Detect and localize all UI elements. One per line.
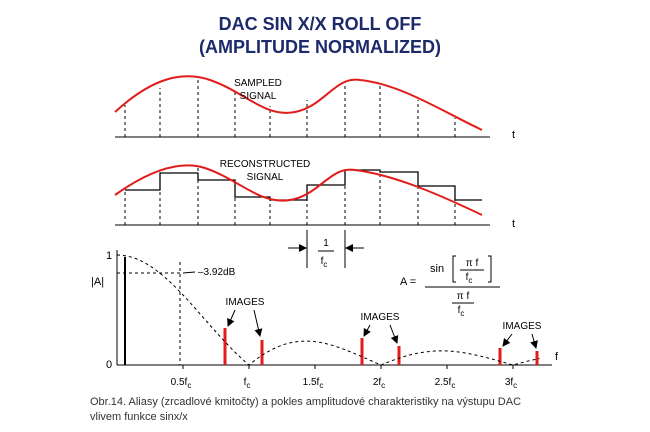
sampled-panel: SAMPLED SIGNAL t bbox=[114, 75, 515, 141]
label: SIGNAL bbox=[240, 91, 277, 102]
x-axis-label: f bbox=[555, 351, 559, 363]
images-label: IMAGES bbox=[226, 297, 265, 308]
reconstructed-panel: RECONSTRUCTED SIGNAL t bbox=[114, 159, 515, 230]
label: RECONSTRUCTED bbox=[220, 159, 311, 170]
caption: Obr.14. Aliasy (zrcadlové kmitočty) a po… bbox=[90, 396, 521, 408]
response-chart: 1 |A| 0 –3.92dB f 0.5fc fc 1.5fc 2fc 2.5fc 3f… bbox=[91, 250, 559, 390]
x-tick-label: 2.5fc bbox=[435, 377, 456, 390]
label: SAMPLED bbox=[234, 78, 282, 89]
staircase bbox=[125, 169, 482, 201]
formula: fc bbox=[458, 305, 465, 318]
signal-curve bbox=[114, 75, 483, 131]
formula: π f bbox=[466, 258, 479, 269]
x-tick-label: 2fc bbox=[373, 377, 385, 390]
x-tick-label: 3fc bbox=[505, 377, 517, 390]
axis-label: t bbox=[512, 218, 515, 230]
fraction: fc bbox=[321, 256, 328, 269]
images-label: IMAGES bbox=[503, 321, 542, 332]
x-tick-label: 0.5fc bbox=[171, 377, 192, 390]
formula: A = bbox=[400, 276, 416, 288]
y-label: |A| bbox=[91, 276, 104, 288]
caption: vlivem funkce sinx/x bbox=[90, 411, 188, 423]
signal-curve bbox=[114, 164, 483, 216]
fraction: 1 bbox=[323, 238, 329, 249]
formula: sin bbox=[430, 263, 444, 275]
label: SIGNAL bbox=[247, 172, 284, 183]
x-tick-label: fc bbox=[244, 377, 251, 390]
axis-label: t bbox=[512, 129, 515, 141]
title: DAC SIN X/X ROLL OFF bbox=[219, 14, 422, 34]
x-tick-label: 1.5fc bbox=[303, 377, 324, 390]
db-label: –3.92dB bbox=[198, 267, 236, 278]
y-label: 1 bbox=[106, 250, 112, 262]
title: (AMPLITUDE NORMALIZED) bbox=[199, 37, 441, 57]
sinc-curve bbox=[117, 254, 540, 366]
formula: π f bbox=[457, 291, 470, 302]
formula: fc bbox=[466, 272, 473, 285]
period-marker: 1 fc bbox=[288, 230, 364, 269]
y-label: 0 bbox=[106, 359, 112, 371]
images-label: IMAGES bbox=[361, 312, 400, 323]
